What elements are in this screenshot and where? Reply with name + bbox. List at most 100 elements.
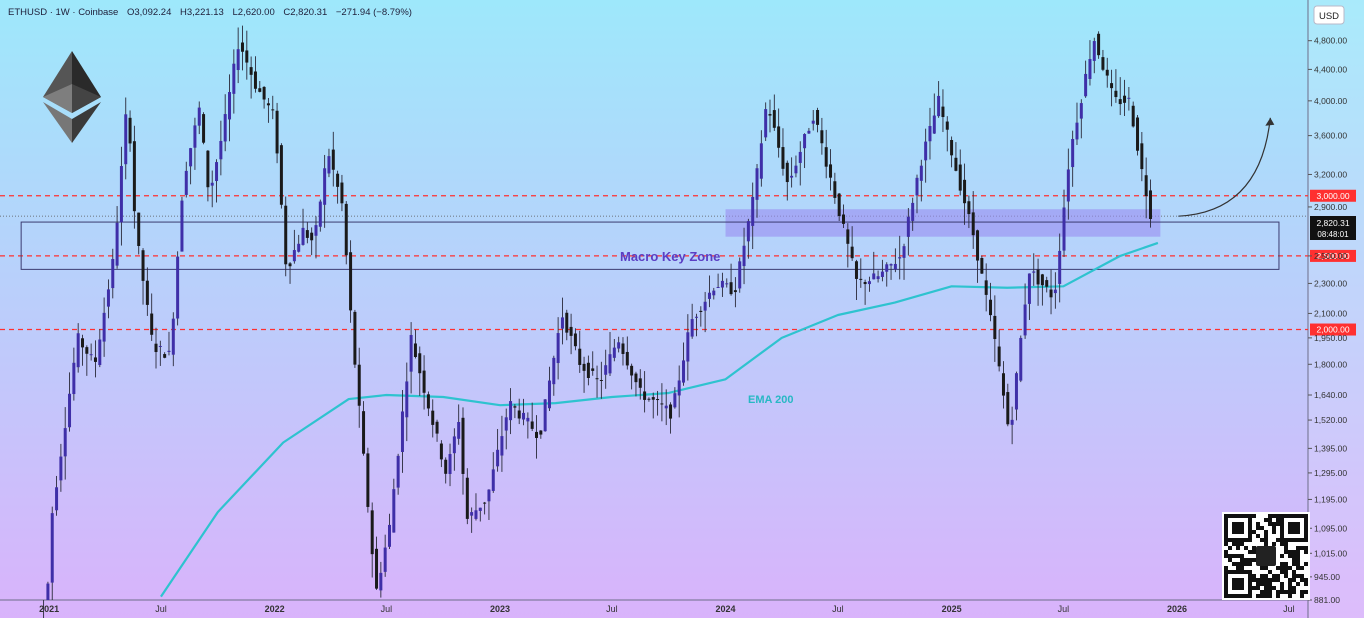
- qr-module: [1272, 542, 1276, 546]
- candle-up: [383, 547, 387, 572]
- projection-arrow-path: [1178, 117, 1271, 217]
- open-value: O3,092.24: [127, 7, 171, 18]
- candle-up: [323, 168, 327, 205]
- candle-up: [608, 354, 612, 374]
- qr-module: [1288, 590, 1292, 594]
- candle-up: [46, 583, 50, 600]
- candle-up: [124, 114, 128, 165]
- candle-up: [742, 245, 746, 267]
- candle-up: [759, 143, 763, 179]
- support-level-label: 2,500.00: [1316, 251, 1349, 261]
- qr-module: [1256, 582, 1260, 586]
- y-tick-label: 1,800.00: [1314, 359, 1347, 369]
- currency-button[interactable]: USD: [1313, 5, 1345, 25]
- qr-module: [1288, 566, 1292, 570]
- qr-module: [1300, 578, 1304, 582]
- candle-up: [478, 507, 482, 511]
- qr-module: [1264, 586, 1268, 590]
- candle-down: [993, 315, 997, 340]
- candle-down: [733, 290, 737, 293]
- candle-up: [215, 162, 219, 182]
- candle-down: [530, 421, 534, 429]
- x-tick-label: Jul: [606, 604, 618, 614]
- candle-down: [777, 126, 781, 148]
- candle-down: [824, 147, 828, 167]
- qr-module: [1244, 562, 1248, 566]
- candle-up: [664, 405, 668, 409]
- candle-down: [1131, 105, 1135, 127]
- candle-up: [807, 130, 811, 134]
- candle-down: [1140, 143, 1144, 170]
- qr-module: [1224, 566, 1228, 570]
- price-axis: 881.00 945.00 1,015.00 1,095.00 1,195.00 1,29…: [1308, 36, 1347, 605]
- qr-module: [1248, 558, 1252, 562]
- qr-module: [1268, 582, 1272, 586]
- qr-module: [1296, 546, 1300, 550]
- candle-down: [573, 333, 577, 347]
- candle-down: [841, 214, 845, 224]
- candle-down: [768, 114, 772, 116]
- candle-up: [219, 140, 223, 160]
- candle-up: [1127, 97, 1131, 99]
- candle-up: [682, 360, 686, 383]
- candle-up: [102, 312, 106, 342]
- qr-module: [1256, 594, 1260, 598]
- candle-up: [232, 63, 236, 94]
- qr-module: [1260, 538, 1264, 542]
- qr-module: [1252, 586, 1256, 590]
- candle-up: [448, 454, 452, 474]
- candle-up: [68, 393, 72, 428]
- qr-module: [1240, 542, 1244, 546]
- qr-module: [1300, 566, 1304, 570]
- candle-down: [669, 404, 673, 419]
- candle-up: [686, 332, 690, 362]
- candle-up: [496, 449, 500, 467]
- qr-module: [1260, 574, 1264, 578]
- candle-up: [880, 271, 884, 277]
- candle-up: [474, 510, 478, 519]
- candle-down: [829, 164, 833, 178]
- candle-down: [599, 379, 603, 381]
- candle-up: [604, 365, 608, 375]
- high-value: H3,221.13: [180, 7, 224, 18]
- qr-module: [1296, 558, 1300, 562]
- candle-down: [967, 201, 971, 215]
- qr-module: [1276, 594, 1280, 598]
- qr-module: [1260, 582, 1264, 586]
- y-tick-label: 4,800.00: [1314, 36, 1347, 46]
- candle-up: [617, 342, 621, 349]
- qr-module: [1288, 594, 1292, 598]
- qr-module: [1284, 562, 1288, 566]
- qr-module: [1264, 566, 1268, 570]
- qr-module: [1296, 574, 1300, 578]
- candle-up: [327, 156, 331, 174]
- qr-module: [1300, 590, 1304, 594]
- qr-module: [1296, 566, 1300, 570]
- y-tick-label: 2,100.00: [1314, 308, 1347, 318]
- support-level-badge: [1310, 189, 1356, 202]
- candle-down: [1045, 280, 1049, 287]
- candle-up: [318, 201, 322, 227]
- candle-down: [1105, 69, 1109, 76]
- candle-down: [128, 117, 132, 144]
- candle-down: [249, 67, 253, 75]
- candle-down: [958, 164, 962, 191]
- candle-up: [297, 243, 301, 252]
- qr-module: [1272, 530, 1276, 534]
- candle-down: [344, 203, 348, 256]
- ema-200-line: [160, 241, 1159, 598]
- candle-down: [1001, 373, 1005, 396]
- y-tick-label: 945.00: [1314, 572, 1340, 582]
- qr-module: [1240, 566, 1244, 570]
- candle-up: [314, 225, 318, 236]
- candle-down: [1036, 269, 1040, 285]
- candle-up: [50, 513, 54, 583]
- candle-down: [630, 365, 634, 376]
- qr-module: [1276, 538, 1280, 542]
- candle-up: [1062, 207, 1066, 251]
- qr-module: [1224, 554, 1228, 558]
- candle-up: [547, 380, 551, 409]
- candle-down: [591, 368, 595, 371]
